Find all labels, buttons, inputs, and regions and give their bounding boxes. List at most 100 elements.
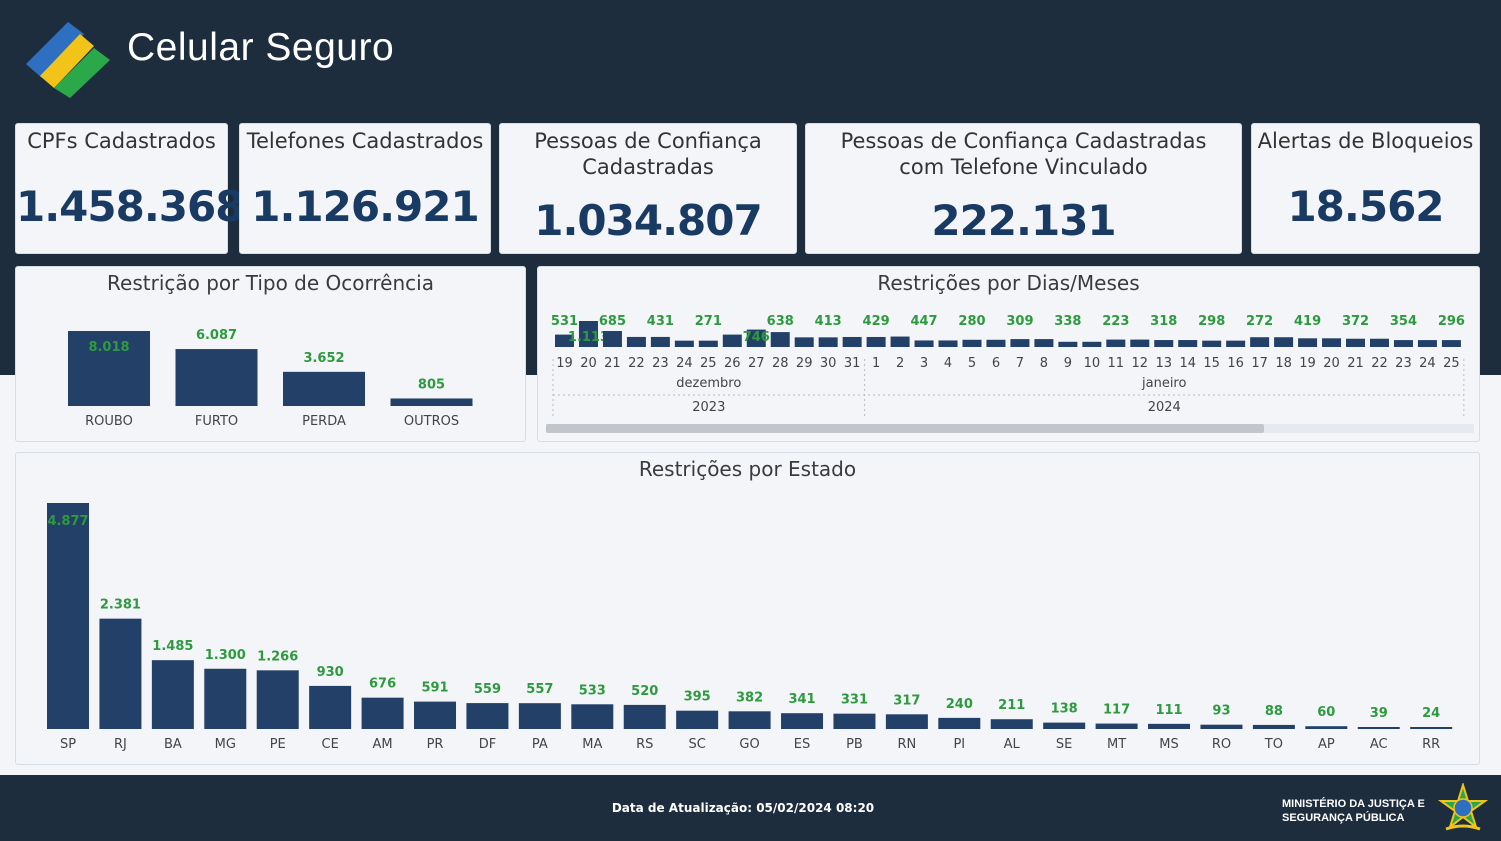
data-label: 298	[1198, 314, 1225, 329]
data-label: 240	[946, 697, 973, 712]
update-timestamp: Data de Atualização: 05/02/2024 08:20	[611, 801, 875, 815]
category-label: PI	[953, 737, 965, 752]
bar	[794, 337, 814, 347]
bar	[728, 711, 771, 729]
bar	[309, 685, 352, 729]
data-label: 559	[474, 682, 501, 697]
bar	[518, 703, 561, 729]
kpi-value: 1.034.807	[534, 196, 762, 245]
data-label: 1.266	[257, 649, 298, 664]
data-label: 413	[815, 314, 842, 329]
category-label: DF	[479, 737, 497, 752]
category-label: SE	[1056, 737, 1072, 752]
bar	[914, 340, 934, 347]
kpi-card-pessoas-telefone[interactable]: Pessoas de Confiança Cadastradas com Tel…	[805, 123, 1242, 254]
horizontal-scrollbar-thumb[interactable]	[546, 424, 1264, 433]
bar	[283, 371, 365, 406]
bar	[1043, 722, 1086, 729]
bar	[650, 336, 670, 347]
category-label: 22	[628, 356, 645, 371]
bar	[1095, 723, 1138, 729]
app-title: Celular Seguro	[127, 26, 395, 69]
data-label: 372	[1342, 314, 1369, 329]
category-label: AC	[1370, 737, 1388, 752]
chart-estado[interactable]: Restrições por Estado 4.877 SP 2.381 RJ 1.48…	[15, 452, 1480, 765]
bar	[1393, 340, 1413, 347]
category-label: AL	[1004, 737, 1021, 752]
data-label: 1.300	[205, 648, 246, 663]
data-label: 1.113	[568, 330, 609, 345]
kpi-value: 1.126.921	[251, 182, 479, 231]
bar	[866, 336, 886, 347]
month-label: janeiro	[1141, 376, 1186, 391]
data-label: 520	[631, 684, 658, 699]
category-label: PE	[270, 737, 286, 752]
category-label: ES	[794, 737, 810, 752]
kpi-card-alertas[interactable]: Alertas de Bloqueios 18.562	[1251, 123, 1480, 254]
category-label: 20	[1323, 356, 1340, 371]
kpi-card-telefones[interactable]: Telefones Cadastrados 1.126.921	[239, 123, 491, 254]
chart-dias-meses[interactable]: Restrições por Dias/Meses 531 19 1.113 20 68…	[537, 266, 1480, 442]
category-label: 24	[1419, 356, 1436, 371]
bar	[1058, 341, 1078, 347]
kpi-card-pessoas-confianca[interactable]: Pessoas de Confiança Cadastradas 1.034.8…	[499, 123, 797, 254]
bar	[1202, 340, 1222, 347]
data-label: 419	[1294, 314, 1321, 329]
data-label: 930	[317, 665, 344, 680]
category-label: 20	[580, 356, 597, 371]
data-label: 6.087	[196, 328, 237, 343]
data-label: 24	[1422, 706, 1440, 721]
category-label: 13	[1155, 356, 1172, 371]
category-label: 21	[604, 356, 621, 371]
category-label: 24	[676, 356, 693, 371]
data-label: 533	[579, 683, 606, 698]
category-label: RO	[1212, 737, 1231, 752]
ministry-line-2: SEGURANÇA PÚBLICA	[1282, 812, 1405, 824]
category-label: MS	[1159, 737, 1178, 752]
data-label: 591	[421, 681, 448, 696]
category-label: 27	[748, 356, 765, 371]
category-label: TO	[1264, 737, 1283, 752]
category-label: 23	[652, 356, 669, 371]
category-label: 21	[1347, 356, 1364, 371]
chart-tipo-ocorrencia[interactable]: Restrição por Tipo de Ocorrência 8.018 RO…	[15, 266, 526, 442]
category-label: 19	[1299, 356, 1316, 371]
category-label: BA	[164, 737, 182, 752]
bar	[1369, 338, 1389, 347]
data-label: 8.018	[88, 340, 129, 355]
category-label: GO	[739, 737, 759, 752]
kpi-card-cpfs[interactable]: CPFs Cadastrados 1.458.368	[15, 123, 244, 254]
category-label: 2	[896, 356, 904, 371]
bar	[361, 697, 404, 729]
chart-title: Restrições por Estado	[638, 457, 857, 481]
bar	[1082, 341, 1102, 347]
bar	[623, 704, 666, 729]
bar	[674, 340, 694, 347]
month-label: dezembro	[676, 376, 741, 391]
data-label: 60	[1317, 705, 1335, 720]
category-label: PERDA	[302, 414, 346, 429]
data-label: 3.652	[303, 351, 344, 366]
bar	[256, 670, 299, 729]
category-label: SC	[688, 737, 705, 752]
bar	[1226, 340, 1246, 347]
category-label: 8	[1040, 356, 1048, 371]
ministry-logo-text: MINISTÉRIO DA JUSTIÇA E SEGURANÇA PÚBLIC…	[1282, 797, 1425, 825]
data-label: 1.485	[152, 639, 193, 654]
data-label: 557	[526, 682, 553, 697]
celular-seguro-logo-icon	[26, 22, 110, 98]
bar	[676, 710, 719, 729]
bar	[818, 337, 838, 347]
category-label: MT	[1107, 737, 1126, 752]
data-label: 211	[998, 698, 1025, 713]
bar	[175, 349, 258, 406]
category-label: PB	[846, 737, 863, 752]
bar	[1346, 338, 1366, 347]
bar	[1410, 727, 1453, 729]
kpi-value: 18.562	[1287, 182, 1444, 231]
bar	[990, 719, 1033, 729]
category-label: 6	[992, 356, 1000, 371]
year-label: 2024	[1148, 400, 1181, 415]
category-label: 14	[1179, 356, 1196, 371]
bar	[770, 332, 790, 347]
